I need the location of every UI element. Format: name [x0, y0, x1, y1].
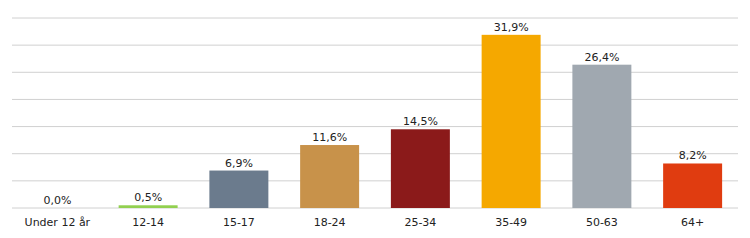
x-tick-label: Under 12 år [25, 216, 91, 229]
data-label: 0,0% [43, 194, 71, 207]
bar [119, 205, 178, 208]
bar [663, 163, 722, 208]
bar [300, 145, 359, 208]
data-label: 8,2% [679, 149, 707, 162]
data-label: 14,5% [403, 115, 438, 128]
data-label: 0,5% [134, 191, 162, 204]
data-label: 6,9% [225, 157, 253, 170]
data-label: 11,6% [312, 131, 347, 144]
grid-line [12, 45, 738, 46]
x-axis: Under 12 år 12-14 15-17 18-24 25-34 35-49 50-6… [25, 216, 705, 229]
x-tick-label: 64+ [681, 216, 704, 229]
bars [119, 35, 722, 208]
x-tick-label: 35-49 [495, 216, 527, 229]
bar [209, 171, 268, 208]
x-tick-label: 12-14 [132, 216, 164, 229]
chart: 0,0% 0,5% 6,9% 11,6% 14,5% 31,9% 26,4% 8,2% Unde… [0, 0, 750, 238]
bar [572, 65, 631, 208]
chart-container: 0,0% 0,5% 6,9% 11,6% 14,5% 31,9% 26,4% 8,2% Unde… [0, 0, 750, 238]
bar [482, 35, 541, 208]
x-tick-label: 50-63 [586, 216, 618, 229]
bar [391, 129, 450, 208]
x-tick-label: 25-34 [404, 216, 436, 229]
grid-line [12, 18, 738, 19]
x-tick-label: 15-17 [223, 216, 255, 229]
x-tick-label: 18-24 [314, 216, 346, 229]
data-label: 31,9% [494, 21, 529, 34]
bar [28, 208, 87, 209]
labels: 0,0% 0,5% 6,9% 11,6% 14,5% 31,9% 26,4% 8,2% [43, 21, 706, 207]
grid [12, 18, 738, 208]
data-label: 26,4% [584, 51, 619, 64]
